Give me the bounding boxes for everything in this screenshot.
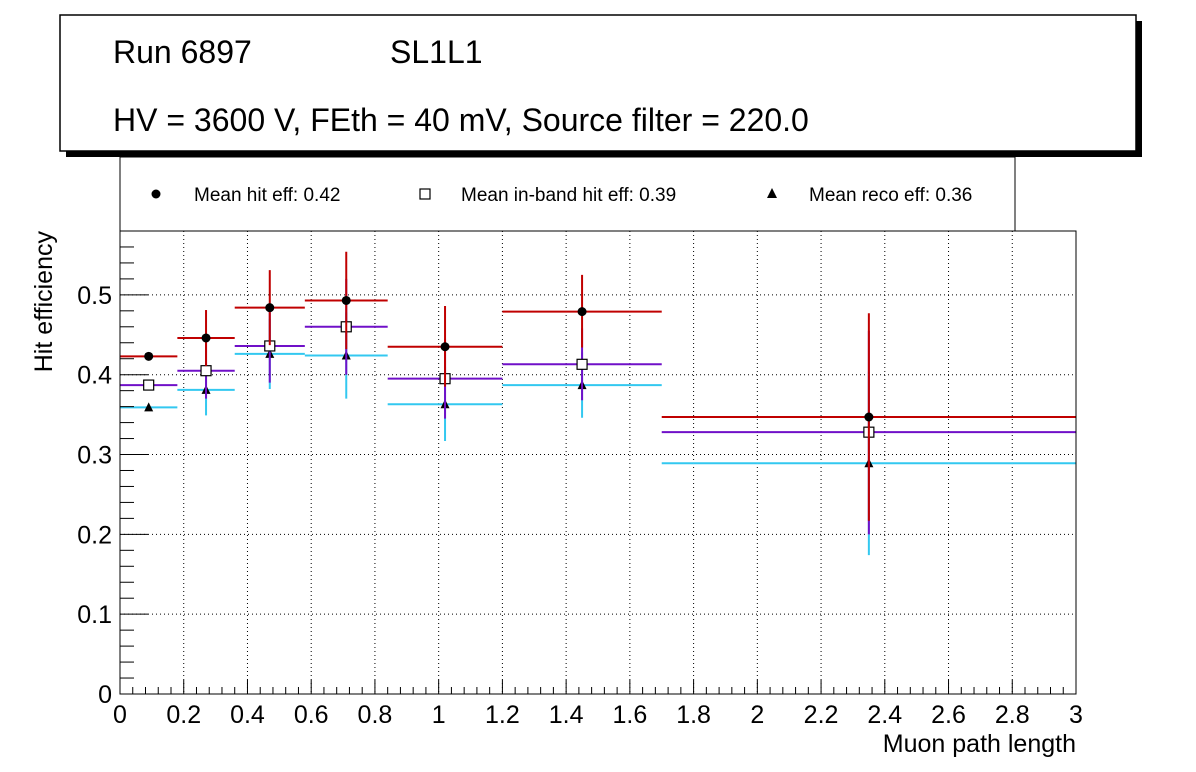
data-point-square: [576, 358, 588, 370]
legend-entry-hit-eff: Mean hit eff: 0.42: [194, 185, 340, 206]
x-tick-label: 2.6: [931, 701, 966, 729]
data-point-circle: [440, 342, 450, 352]
x-axis-title: Muon path length: [883, 730, 1076, 758]
data-point-circle: [864, 412, 874, 422]
legend-circle-marker: [151, 189, 161, 199]
run-label: Run 6897: [113, 34, 252, 70]
data-point-square: [143, 379, 155, 391]
y-axis-title: Hit efficiency: [30, 231, 58, 373]
data-point-circle: [265, 303, 275, 313]
axes: 0 0.2 0.4 0.6 0.8 1 1.2 1.4 1.6 1.8 2 2.2 2.4 2.6 2.8 3…: [77, 246, 1083, 729]
grid: [120, 231, 1076, 694]
x-tick-label: 0.4: [230, 701, 265, 729]
x-tick-label: 0.2: [166, 701, 201, 729]
legend-entry-inband-eff: Mean in-band hit eff: 0.39: [461, 185, 676, 206]
data-point-square: [200, 365, 212, 377]
x-tick-label: 0: [113, 701, 127, 729]
plot-frame: [119, 230, 1077, 695]
y-tick-label: 0: [98, 681, 112, 709]
data-point-circle: [341, 295, 351, 305]
data-point-circle: [144, 351, 154, 361]
x-tick-label: 2: [750, 701, 764, 729]
x-tick-label: 2.4: [867, 701, 902, 729]
x-tick-label: 1.6: [612, 701, 647, 729]
legend-triangle-marker: [767, 188, 777, 198]
y-tick-label: 0.4: [77, 362, 112, 390]
data-point-circle: [201, 333, 211, 343]
y-tick-label: 0.3: [77, 442, 112, 470]
legend-box: [119, 156, 1016, 232]
x-tick-label: 2.2: [804, 701, 839, 729]
x-tick-label: 2.8: [995, 701, 1030, 729]
data-series: [120, 251, 1076, 556]
x-tick-label: 0.8: [358, 701, 393, 729]
x-tick-label: 1.2: [485, 701, 520, 729]
x-tick-label: 1.8: [676, 701, 711, 729]
y-tick-label: 0.2: [77, 521, 112, 549]
y-tick-label: 0.1: [77, 601, 112, 629]
data-point-triangle: [144, 402, 154, 412]
y-tick-label: 0.5: [77, 282, 112, 310]
legend-entry-reco-eff: Mean reco eff: 0.36: [809, 185, 972, 206]
series-0: [120, 251, 1076, 521]
layer-label: SL1L1: [390, 34, 483, 70]
x-tick-label: 0.6: [294, 701, 329, 729]
x-tick-label: 1: [432, 701, 446, 729]
x-tick-label: 1.4: [549, 701, 584, 729]
conditions-label: HV = 3600 V, FEth = 40 mV, Source filter…: [113, 102, 809, 138]
legend-square-marker: [419, 188, 431, 200]
data-point-circle: [577, 307, 587, 317]
title-box: [59, 14, 1137, 152]
x-tick-label: 3: [1069, 701, 1083, 729]
